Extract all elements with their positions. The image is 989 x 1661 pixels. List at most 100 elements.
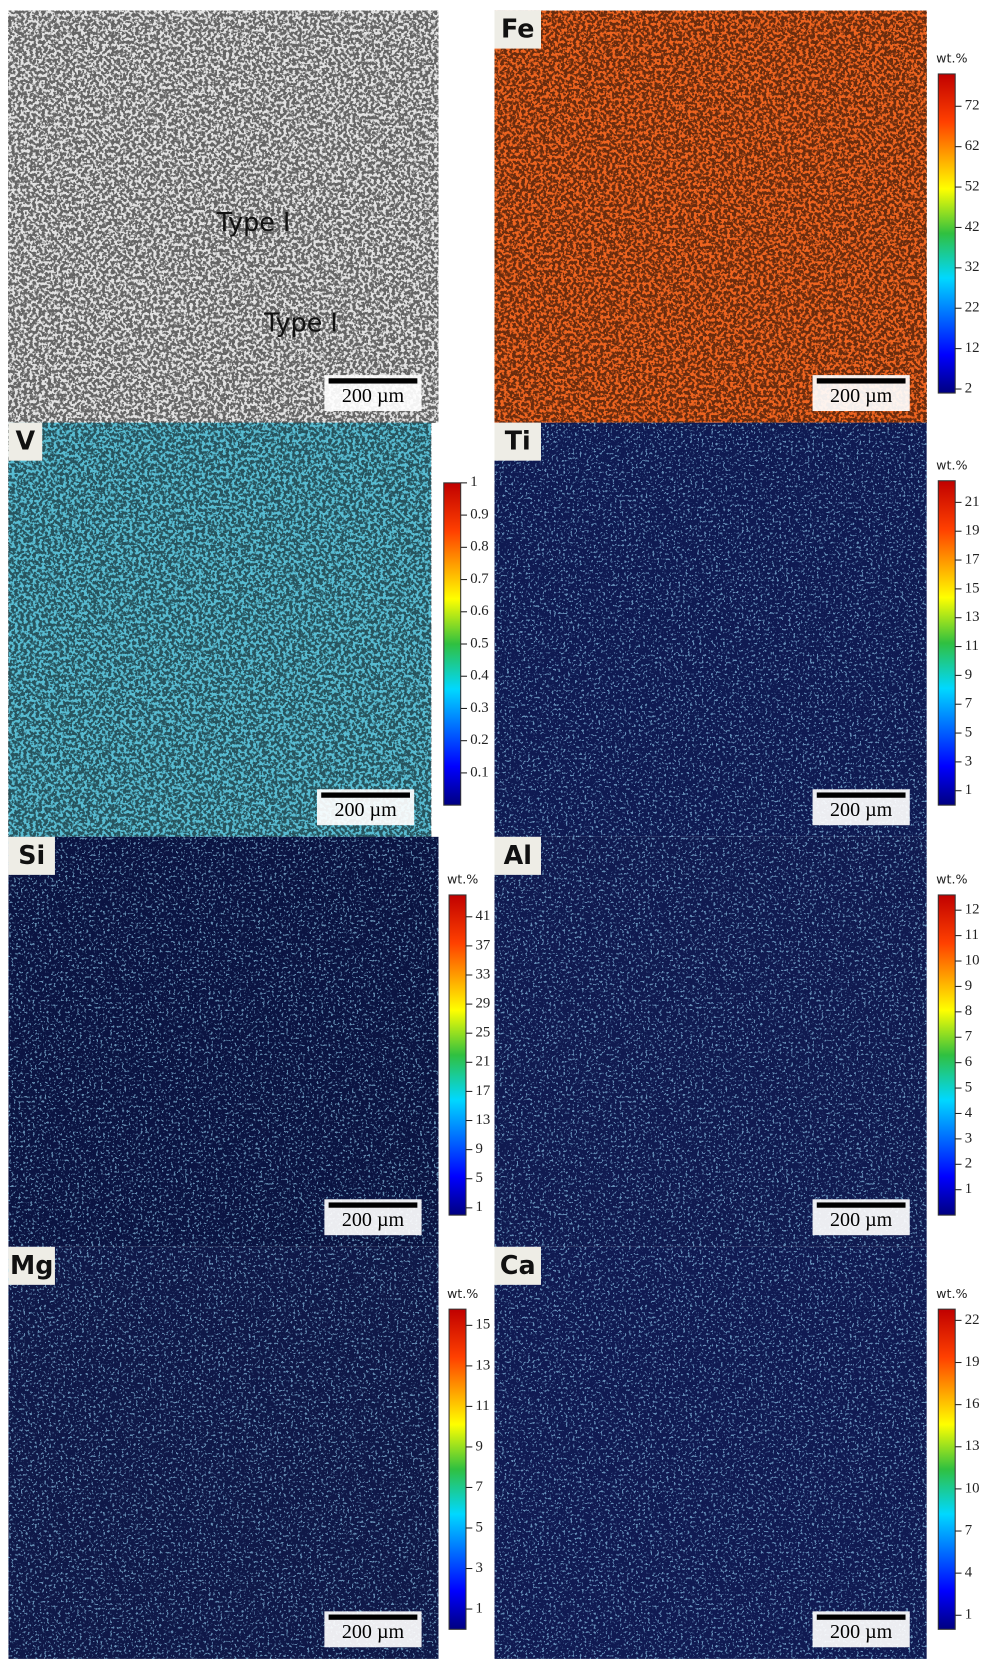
colorbar-tick-label: 52: [965, 178, 980, 194]
label-box: [494, 836, 541, 875]
panel-label: Al: [504, 840, 532, 870]
colorbar-tick-label: 1: [470, 474, 477, 490]
map-texture: [494, 836, 927, 1247]
colorbar-tick-label: 62: [965, 138, 980, 154]
colorbar-tick-label: 13: [475, 1357, 490, 1373]
scale-bar-label: 200 µm: [342, 1621, 405, 1643]
panel-label: Ca: [500, 1250, 536, 1280]
colorbar-tick-label: 10: [965, 952, 980, 968]
colorbar-tick-label: 0.9: [470, 506, 488, 522]
colorbar-tick-label: 17: [965, 551, 980, 567]
scale-bar: [328, 1202, 418, 1208]
colorbar-tick-label: 13: [475, 1112, 490, 1128]
scale-bar: [328, 378, 418, 384]
colorbar-tick-label: 13: [965, 1438, 980, 1454]
colorbar-tick-label: 7: [475, 1479, 482, 1495]
label-box: [8, 422, 43, 461]
colorbar: [443, 482, 462, 806]
colorbar-tick-label: 11: [475, 1398, 489, 1414]
colorbar-tick-label: 32: [965, 259, 980, 275]
colorbar-unit: wt.%: [936, 457, 967, 472]
colorbar-tick-label: 9: [965, 667, 972, 683]
colorbar-tick-label: 1: [965, 1607, 972, 1623]
colorbar-tick-label: 11: [965, 638, 979, 654]
colorbar: [448, 1308, 467, 1630]
map-texture: [494, 10, 927, 423]
scale-bar-label: 200 µm: [830, 1621, 893, 1643]
colorbar-tick-label: 9: [475, 1141, 482, 1157]
panel-label: V: [16, 426, 36, 456]
colorbar-tick-label: 22: [965, 1312, 980, 1328]
colorbar-unit: wt.%: [936, 51, 967, 66]
colorbar-unit: wt.%: [447, 1286, 478, 1301]
map-texture: [494, 1246, 927, 1659]
scale-bar-label: 200 µm: [334, 799, 397, 821]
colorbar-tick-label: 0.6: [470, 603, 488, 619]
colorbar-tick-label: 41: [475, 908, 490, 924]
scale-bar: [816, 1614, 906, 1620]
scale-bar: [321, 792, 410, 798]
colorbar-unit: wt.%: [936, 872, 967, 887]
panel-label: Si: [18, 840, 45, 870]
colorbar: [448, 894, 467, 1216]
colorbar-tick-label: 5: [965, 724, 972, 740]
annotation: Type I: [216, 207, 291, 237]
scale-bar: [816, 1202, 906, 1208]
colorbar-tick-label: 12: [965, 340, 980, 356]
colorbar: [937, 480, 956, 806]
colorbar-tick-label: 5: [965, 1079, 972, 1095]
colorbar-tick-label: 19: [965, 1354, 980, 1370]
colorbar-tick-label: 0.4: [470, 668, 489, 684]
colorbar-tick-label: 37: [475, 937, 490, 953]
map-texture: [8, 836, 439, 1247]
colorbar-tick-label: 3: [965, 1130, 972, 1146]
colorbar: [937, 73, 956, 394]
colorbar-tick-label: 13: [965, 609, 980, 625]
colorbar-tick-label: 21: [965, 494, 980, 510]
colorbar: [937, 894, 956, 1216]
colorbar-tick-label: 4: [965, 1565, 973, 1581]
colorbar-tick-label: 12: [965, 902, 980, 918]
colorbar-tick-label: 21: [475, 1054, 490, 1070]
colorbar-tick-label: 1: [475, 1600, 482, 1616]
colorbar-tick-label: 0.3: [470, 700, 488, 716]
colorbar-tick-label: 33: [475, 966, 490, 982]
label-box: [494, 422, 541, 461]
colorbar-tick-label: 16: [965, 1396, 980, 1412]
colorbar-tick-label: 0.5: [470, 635, 488, 651]
colorbar-tick-label: 1: [965, 782, 972, 798]
scale-bar: [816, 792, 906, 798]
colorbar-tick-label: 42: [965, 219, 980, 235]
colorbar-tick-label: 29: [475, 995, 490, 1011]
colorbar-tick-label: 10: [965, 1480, 980, 1496]
scale-bar-label: 200 µm: [342, 385, 405, 407]
colorbar-tick-label: 22: [965, 300, 980, 316]
scale-bar-label: 200 µm: [342, 1209, 405, 1231]
colorbar-tick-label: 1: [475, 1199, 482, 1215]
colorbar-tick-label: 0.7: [470, 571, 488, 587]
label-box: [8, 836, 55, 875]
colorbar-tick-label: 2: [965, 1156, 972, 1172]
scale-bar-label: 200 µm: [830, 1209, 893, 1231]
map-texture: [8, 422, 432, 837]
colorbar-tick-label: 6: [965, 1054, 972, 1070]
scale-bar: [816, 378, 906, 384]
colorbar-tick-label: 5: [475, 1519, 482, 1535]
label-box: [494, 10, 541, 49]
colorbar-tick-label: 25: [475, 1025, 490, 1041]
colorbar-tick-label: 15: [965, 580, 980, 596]
colorbar-tick-label: 7: [965, 1522, 972, 1538]
colorbar-tick-label: 1: [965, 1181, 972, 1197]
scale-bar-label: 200 µm: [830, 385, 893, 407]
annotation: Type I: [263, 307, 338, 337]
colorbar-tick-label: 7: [965, 696, 972, 712]
panel-label: Mg: [10, 1250, 53, 1280]
colorbar-tick-label: 9: [965, 978, 972, 994]
colorbar-tick-label: 3: [965, 753, 972, 769]
colorbar-tick-label: 17: [475, 1083, 490, 1099]
colorbar-tick-label: 0.2: [470, 732, 488, 748]
scale-bar-label: 200 µm: [830, 799, 893, 821]
label-box: [494, 1246, 541, 1285]
